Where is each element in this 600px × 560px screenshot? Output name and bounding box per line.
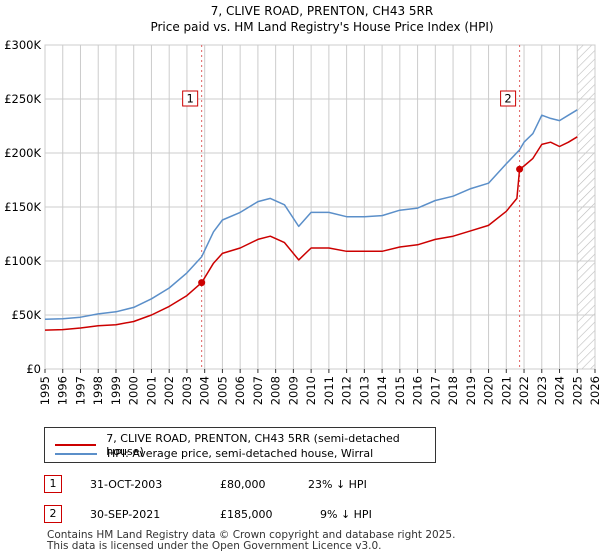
x-tick-label: 2025 bbox=[570, 376, 584, 405]
x-axis-ticks: 1995 1996 1997 1998 1999 2000 2001 2002 2003 2004… bbox=[38, 369, 600, 405]
x-tick-label: 2005 bbox=[215, 376, 229, 405]
legend-label-property: 7, CLIVE ROAD, PRENTON, CH43 5RR (semi-d… bbox=[106, 432, 400, 458]
x-tick-label: 2021 bbox=[499, 376, 513, 405]
x-tick-label: 2015 bbox=[393, 376, 407, 405]
y-tick-label: £250K bbox=[4, 92, 41, 106]
y-tick-label: £150K bbox=[4, 200, 41, 214]
x-tick-label: 2013 bbox=[357, 376, 371, 405]
sale-point bbox=[516, 165, 524, 173]
x-tick-label: 2000 bbox=[127, 376, 141, 405]
x-tick-label: 1999 bbox=[109, 376, 123, 405]
x-tick-label: 2024 bbox=[553, 376, 567, 405]
legend-item-property: 7, CLIVE ROAD, PRENTON, CH43 5RR (semi-d… bbox=[55, 432, 435, 458]
sale-marker-lines bbox=[201, 45, 521, 369]
y-tick-label: £100K bbox=[4, 254, 41, 268]
x-tick-label: 1996 bbox=[56, 376, 70, 405]
chart-title: 7, CLIVE ROAD, PRENTON, CH43 5RR bbox=[211, 4, 433, 18]
x-tick-label: 2002 bbox=[162, 376, 176, 405]
x-tick-label: 2016 bbox=[411, 376, 425, 405]
x-tick-label: 2010 bbox=[304, 376, 318, 405]
x-tick-label: 2008 bbox=[269, 376, 283, 405]
x-tick-label: 2011 bbox=[322, 376, 336, 405]
footer-copyright: Contains HM Land Registry data © Crown c… bbox=[47, 529, 456, 541]
x-tick-label: 2001 bbox=[144, 376, 158, 405]
x-tick-label: 2004 bbox=[198, 376, 212, 405]
y-axis-ticks: £0 £50K £100K £150K £200K £250K £300K bbox=[4, 38, 41, 376]
x-tick-label: 2012 bbox=[340, 376, 354, 405]
x-tick-label: 1995 bbox=[38, 376, 52, 405]
legend-item-hpi: HPI: Average price, semi-detached house,… bbox=[55, 447, 373, 460]
legend-label-hpi: HPI: Average price, semi-detached house,… bbox=[107, 447, 374, 460]
y-tick-label: £200K bbox=[4, 146, 41, 160]
sale-price: £185,000 bbox=[220, 508, 273, 521]
hpi-line bbox=[45, 109, 578, 321]
sale-hpi-diff: 9% ↓ HPI bbox=[320, 508, 372, 521]
x-tick-label: 2023 bbox=[535, 376, 549, 405]
sale-box-label: 2 bbox=[504, 92, 511, 106]
sale-badge: 1 bbox=[44, 475, 62, 493]
sale-price: £80,000 bbox=[220, 478, 266, 491]
x-tick-label: 2006 bbox=[233, 376, 247, 405]
x-tick-label: 2026 bbox=[588, 376, 600, 405]
x-tick-label: 2003 bbox=[180, 376, 194, 405]
x-tick-label: 2018 bbox=[446, 376, 460, 405]
sale-date: 30-SEP-2021 bbox=[90, 508, 161, 521]
grid-lines bbox=[44, 44, 596, 370]
legend: 7, CLIVE ROAD, PRENTON, CH43 5RR (semi-d… bbox=[44, 427, 436, 463]
x-tick-label: 2019 bbox=[464, 376, 478, 405]
x-tick-label: 2009 bbox=[286, 376, 300, 405]
x-tick-label: 2017 bbox=[428, 376, 442, 405]
x-tick-label: 2022 bbox=[517, 376, 531, 405]
sale-hpi-diff: 23% ↓ HPI bbox=[308, 478, 367, 491]
legend-swatch-property bbox=[55, 444, 97, 446]
y-tick-label: £50K bbox=[12, 308, 42, 322]
series-group bbox=[45, 109, 578, 331]
property-price-line bbox=[45, 136, 578, 331]
sale-box bbox=[500, 90, 517, 107]
sale-badge: 2 bbox=[44, 505, 62, 523]
y-tick-label: £300K bbox=[4, 38, 41, 52]
x-tick-label: 2020 bbox=[482, 376, 496, 405]
sale-box bbox=[182, 90, 199, 107]
x-tick-label: 1997 bbox=[73, 376, 87, 405]
x-tick-label: 1998 bbox=[91, 376, 105, 405]
y-tick-label: £0 bbox=[26, 362, 41, 376]
legend-swatch-hpi bbox=[55, 452, 97, 455]
sale-point bbox=[198, 279, 206, 287]
footer: Contains HM Land Registry data © Crown c… bbox=[47, 530, 455, 552]
sale-date: 31-OCT-2003 bbox=[90, 478, 163, 491]
price-chart: 7, CLIVE ROAD, PRENTON, CH43 5RR Price p… bbox=[4, 4, 600, 405]
chart-subtitle: Price paid vs. HM Land Registry's House … bbox=[150, 20, 493, 34]
x-tick-label: 2014 bbox=[375, 376, 389, 405]
footer-licence: This data is licensed under the Open Gov… bbox=[47, 540, 382, 552]
x-tick-label: 2007 bbox=[251, 376, 265, 405]
sale-box-label: 1 bbox=[186, 92, 193, 106]
